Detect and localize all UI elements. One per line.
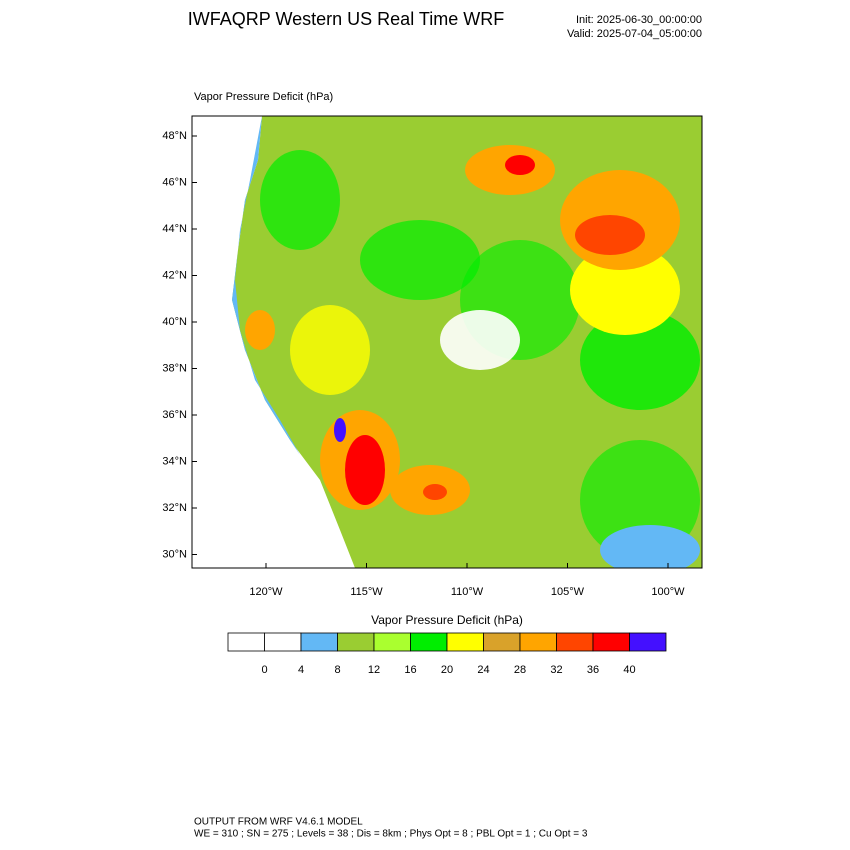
lat-label: 34°N (162, 455, 187, 467)
colorbar-label: 32 (550, 664, 562, 676)
colorbar-label: 16 (404, 664, 416, 676)
colorbar-title: Vapor Pressure Deficit (hPa) (371, 613, 523, 627)
lat-label: 30°N (162, 548, 187, 560)
colorbar-box (410, 632, 448, 652)
colorbar-label: 12 (368, 664, 380, 676)
colorbar-box (629, 632, 667, 652)
footer-line: WE = 310 ; SN = 275 ; Levels = 38 ; Dis … (194, 829, 588, 840)
lat-label: 40°N (162, 316, 187, 328)
colorbar-box (556, 632, 594, 652)
colorbar-box (337, 632, 375, 652)
field-label: Vapor Pressure Deficit (hPa) (194, 91, 333, 103)
colorbar-label: 28 (514, 664, 526, 676)
colorbar-label: 8 (334, 664, 340, 676)
lon-label: 100°W (651, 586, 685, 598)
lat-label: 32°N (162, 502, 187, 514)
lat-label: 36°N (162, 409, 187, 421)
colorbar-box (519, 632, 557, 652)
colorbar-box (446, 632, 484, 652)
colorbar-label: 24 (477, 664, 489, 676)
lon-label: 115°W (350, 586, 383, 598)
lon-label: 105°W (551, 586, 585, 598)
map-field (191, 115, 703, 569)
lat-label: 46°N (162, 176, 187, 188)
lon-label: 120°W (249, 586, 283, 598)
init-time: Init: 2025-06-30_00:00:00 (576, 14, 702, 26)
lon-label: 110°W (451, 586, 484, 598)
colorbar-box (300, 632, 338, 652)
lat-label: 38°N (162, 362, 187, 374)
colorbar: 0 4 8 12 16 20 24 28 32 36 40 (227, 632, 667, 676)
colorbar-box (227, 632, 265, 652)
colorbar-label: 40 (623, 664, 635, 676)
footer-line: OUTPUT FROM WRF V4.6.1 MODEL (194, 817, 363, 828)
colorbar-box (483, 632, 521, 652)
colorbar-box (373, 632, 411, 652)
title: IWFAQRP Western US Real Time WRF (188, 9, 504, 29)
lat-label: 44°N (162, 223, 187, 235)
lat-label: 42°N (162, 269, 187, 281)
colorbar-label: 0 (261, 664, 267, 676)
lat-label: 48°N (162, 130, 187, 142)
colorbar-label: 4 (298, 664, 304, 676)
colorbar-box (264, 632, 302, 652)
colorbar-label: 20 (441, 664, 453, 676)
colorbar-label: 36 (587, 664, 599, 676)
lon-labels: 120°W 115°W 110°W 105°W 100°W (249, 563, 685, 598)
lat-labels: 48°N 46°N 44°N 42°N 40°N 38°N 36°N 34°N 32°N 30°N (162, 130, 197, 560)
valid-time: Valid: 2025-07-04_05:00:00 (567, 28, 702, 40)
colorbar-box (592, 632, 630, 652)
